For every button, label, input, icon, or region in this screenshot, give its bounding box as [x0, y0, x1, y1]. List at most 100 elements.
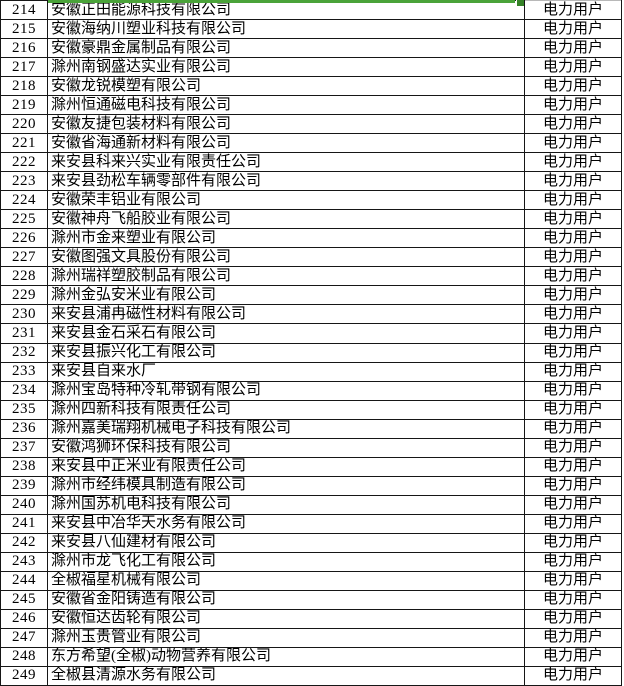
company-name-cell[interactable]: 安徽省金阳铸造有限公司: [48, 590, 525, 610]
company-name-cell[interactable]: 安徽鸿狮环保科技有限公司: [48, 438, 525, 458]
user-category-cell[interactable]: 电力用户: [525, 58, 622, 78]
row-number-cell[interactable]: 227: [1, 248, 48, 268]
company-name-cell[interactable]: 滁州市经纬模具制造有限公司: [48, 476, 525, 496]
selection-fill-handle-icon[interactable]: [516, 0, 524, 6]
user-category-cell[interactable]: 电力用户: [525, 305, 622, 325]
user-category-cell[interactable]: 电力用户: [525, 666, 622, 686]
row-number-cell[interactable]: 220: [1, 115, 48, 135]
company-name-cell[interactable]: 来安县振兴化工有限公司: [48, 343, 525, 363]
company-name-cell[interactable]: 滁州玉贵管业有限公司: [48, 628, 525, 648]
company-name-cell[interactable]: 安徽正田能源科技有限公司: [48, 1, 525, 21]
user-category-cell[interactable]: 电力用户: [525, 210, 622, 230]
row-number-cell[interactable]: 247: [1, 628, 48, 648]
user-category-cell[interactable]: 电力用户: [525, 552, 622, 572]
user-category-cell[interactable]: 电力用户: [525, 134, 622, 154]
row-number-cell[interactable]: 246: [1, 609, 48, 629]
row-number-cell[interactable]: 241: [1, 514, 48, 534]
user-category-cell[interactable]: 电力用户: [525, 115, 622, 135]
cell-selection-border[interactable]: [48, 0, 515, 3]
row-number-cell[interactable]: 240: [1, 495, 48, 515]
row-number-cell[interactable]: 248: [1, 647, 48, 667]
company-name-cell[interactable]: 来安县自来水厂: [48, 362, 525, 382]
user-category-cell[interactable]: 电力用户: [525, 628, 622, 648]
company-name-cell[interactable]: 安徽海纳川塑业科技有限公司: [48, 20, 525, 40]
user-category-cell[interactable]: 电力用户: [525, 419, 622, 439]
row-number-cell[interactable]: 218: [1, 77, 48, 97]
company-name-cell[interactable]: 安徽豪鼎金属制品有限公司: [48, 39, 525, 59]
company-name-cell[interactable]: 来安县八仙建材有限公司: [48, 533, 525, 553]
user-category-cell[interactable]: 电力用户: [525, 457, 622, 477]
user-category-cell[interactable]: 电力用户: [525, 514, 622, 534]
row-number-cell[interactable]: 238: [1, 457, 48, 477]
user-category-cell[interactable]: 电力用户: [525, 343, 622, 363]
row-number-cell[interactable]: 230: [1, 305, 48, 325]
company-name-cell[interactable]: 来安县科来兴实业有限责任公司: [48, 153, 525, 173]
row-number-cell[interactable]: 221: [1, 134, 48, 154]
row-number-cell[interactable]: 216: [1, 39, 48, 59]
user-category-cell[interactable]: 电力用户: [525, 647, 622, 667]
company-name-cell[interactable]: 来安县中正米业有限责任公司: [48, 457, 525, 477]
row-number-cell[interactable]: 243: [1, 552, 48, 572]
user-category-cell[interactable]: 电力用户: [525, 286, 622, 306]
row-number-cell[interactable]: 249: [1, 666, 48, 686]
user-category-cell[interactable]: 电力用户: [525, 267, 622, 287]
company-name-cell[interactable]: 滁州瑞祥塑胶制品有限公司: [48, 267, 525, 287]
user-category-cell[interactable]: 电力用户: [525, 324, 622, 344]
row-number-cell[interactable]: 224: [1, 191, 48, 211]
user-category-cell[interactable]: 电力用户: [525, 381, 622, 401]
user-category-cell[interactable]: 电力用户: [525, 1, 622, 21]
row-number-cell[interactable]: 223: [1, 172, 48, 192]
user-category-cell[interactable]: 电力用户: [525, 172, 622, 192]
user-category-cell[interactable]: 电力用户: [525, 590, 622, 610]
company-name-cell[interactable]: 滁州市金来塑业有限公司: [48, 229, 525, 249]
user-category-cell[interactable]: 电力用户: [525, 153, 622, 173]
company-name-cell[interactable]: 安徽荣丰铝业有限公司: [48, 191, 525, 211]
company-name-cell[interactable]: 来安县中冶华天水务有限公司: [48, 514, 525, 534]
company-name-cell[interactable]: 全椒县清源水务有限公司: [48, 666, 525, 686]
row-number-cell[interactable]: 235: [1, 400, 48, 420]
row-number-cell[interactable]: 239: [1, 476, 48, 496]
user-category-cell[interactable]: 电力用户: [525, 191, 622, 211]
company-name-cell[interactable]: 滁州嘉美瑞翔机械电子科技有限公司: [48, 419, 525, 439]
company-name-cell[interactable]: 滁州市龙飞化工有限公司: [48, 552, 525, 572]
user-category-cell[interactable]: 电力用户: [525, 248, 622, 268]
row-number-cell[interactable]: 217: [1, 58, 48, 78]
row-number-cell[interactable]: 226: [1, 229, 48, 249]
company-name-cell[interactable]: 滁州南钢盛达实业有限公司: [48, 58, 525, 78]
user-category-cell[interactable]: 电力用户: [525, 39, 622, 59]
company-name-cell[interactable]: 安徽神舟飞船胶业有限公司: [48, 210, 525, 230]
user-category-cell[interactable]: 电力用户: [525, 77, 622, 97]
company-name-cell[interactable]: 安徽恒达齿轮有限公司: [48, 609, 525, 629]
company-name-cell[interactable]: 全椒福星机械有限公司: [48, 571, 525, 591]
user-category-cell[interactable]: 电力用户: [525, 96, 622, 116]
user-category-cell[interactable]: 电力用户: [525, 476, 622, 496]
row-number-cell[interactable]: 237: [1, 438, 48, 458]
company-name-cell[interactable]: 来安县劲松车辆零部件有限公司: [48, 172, 525, 192]
row-number-cell[interactable]: 234: [1, 381, 48, 401]
user-category-cell[interactable]: 电力用户: [525, 533, 622, 553]
user-category-cell[interactable]: 电力用户: [525, 20, 622, 40]
company-name-cell[interactable]: 滁州宝岛特种冷轧带钢有限公司: [48, 381, 525, 401]
row-number-cell[interactable]: 219: [1, 96, 48, 116]
row-number-cell[interactable]: 242: [1, 533, 48, 553]
row-number-cell[interactable]: 228: [1, 267, 48, 287]
row-number-cell[interactable]: 236: [1, 419, 48, 439]
company-name-cell[interactable]: 安徽龙锐模塑有限公司: [48, 77, 525, 97]
company-name-cell[interactable]: 滁州四新科技有限责任公司: [48, 400, 525, 420]
user-category-cell[interactable]: 电力用户: [525, 400, 622, 420]
row-number-cell[interactable]: 244: [1, 571, 48, 591]
user-category-cell[interactable]: 电力用户: [525, 438, 622, 458]
row-number-cell[interactable]: 222: [1, 153, 48, 173]
row-number-cell[interactable]: 225: [1, 210, 48, 230]
user-category-cell[interactable]: 电力用户: [525, 609, 622, 629]
company-name-cell[interactable]: 滁州金弘安米业有限公司: [48, 286, 525, 306]
company-name-cell[interactable]: 滁州恒通磁电科技有限公司: [48, 96, 525, 116]
company-name-cell[interactable]: 安徽省海通新材料有限公司: [48, 134, 525, 154]
company-name-cell[interactable]: 来安县浦冉磁性材料有限公司: [48, 305, 525, 325]
company-name-cell[interactable]: 滁州国苏机电科技有限公司: [48, 495, 525, 515]
user-category-cell[interactable]: 电力用户: [525, 362, 622, 382]
row-number-cell[interactable]: 245: [1, 590, 48, 610]
row-number-cell[interactable]: 229: [1, 286, 48, 306]
company-name-cell[interactable]: 东方希望(全椒)动物营养有限公司: [48, 647, 525, 667]
user-category-cell[interactable]: 电力用户: [525, 229, 622, 249]
